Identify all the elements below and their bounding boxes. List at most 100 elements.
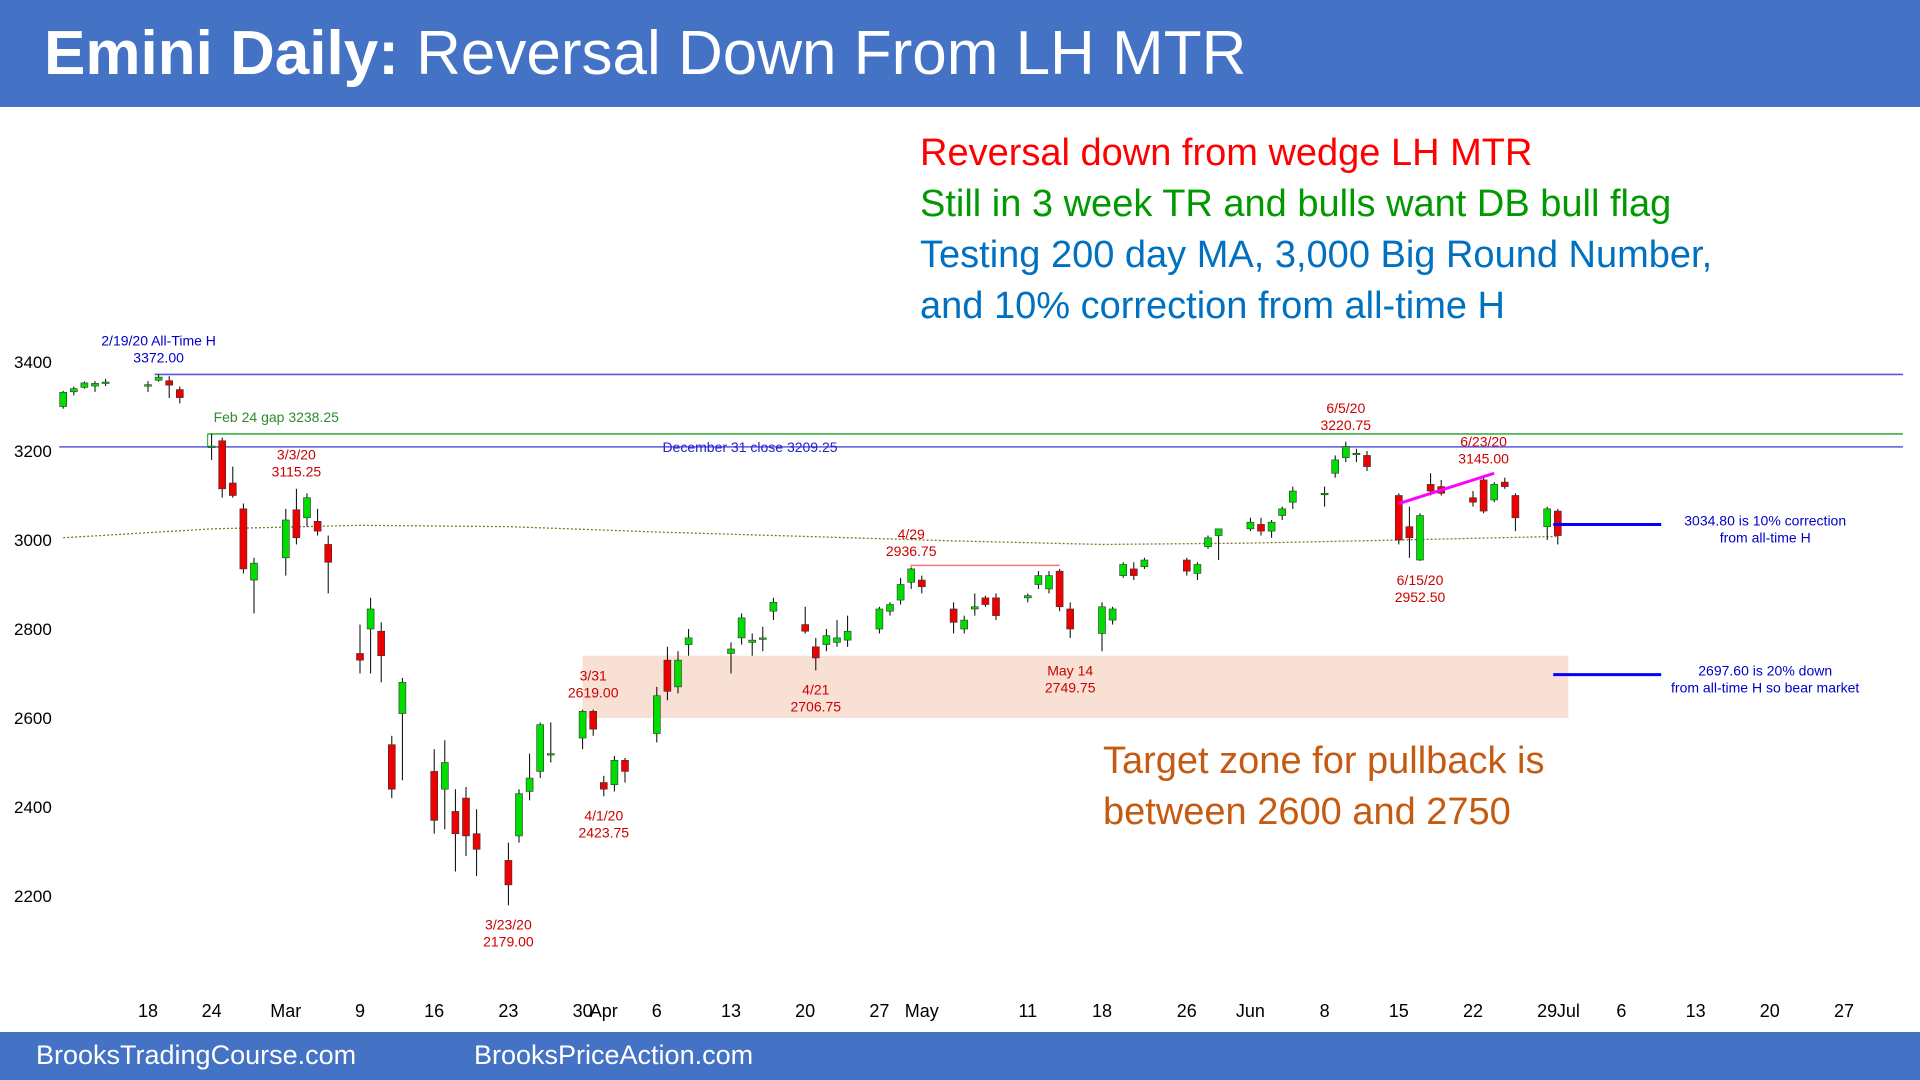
swing-point-label: 6/23/20 (1460, 433, 1507, 449)
note-line-3: Testing 200 day MA, 3,000 Big Round Numb… (920, 234, 1713, 276)
candle-body (440, 762, 449, 790)
candle-body (536, 724, 545, 772)
candle-body (748, 639, 757, 643)
swing-point-label: 3/31 (580, 668, 607, 684)
candle-body (101, 381, 110, 384)
candle-body (1331, 459, 1339, 474)
x-tick-label: 13 (721, 1001, 741, 1021)
x-tick-label: 13 (1686, 1001, 1706, 1021)
candle-body (387, 744, 396, 790)
candle-body (1130, 568, 1138, 576)
note-line-4: and 10% correction from all-time H (920, 285, 1505, 327)
candle-body (801, 624, 810, 632)
moving-average-line (63, 524, 1558, 546)
footer-link-brookstradingcourse[interactable]: BrooksTradingCourse.com (36, 1040, 357, 1070)
swing-point-label: 3/3/20 (277, 447, 316, 463)
x-tick-label: 29 (1537, 1001, 1557, 1021)
candle-body (207, 445, 216, 448)
swing-point-label: 3/23/20 (485, 916, 532, 932)
candle-body (356, 653, 364, 661)
candle-body (1066, 608, 1074, 630)
candle-body (504, 860, 513, 886)
candle-body (1257, 524, 1265, 532)
candle-body (239, 508, 248, 570)
footer-link-brookspriceaction[interactable]: BrooksPriceAction.com (474, 1040, 754, 1070)
candle-body (525, 777, 534, 792)
swing-point-value: 2749.75 (1045, 679, 1096, 695)
resistance-line (910, 564, 1060, 572)
candle-body (663, 659, 672, 692)
y-tick-label: 3400 (14, 353, 52, 372)
candle-body (250, 562, 258, 581)
candle-body (599, 782, 608, 790)
candle-body (970, 606, 979, 610)
candle-body (1183, 559, 1191, 572)
x-tick-label: 8 (1320, 1001, 1330, 1021)
candle-body (59, 391, 68, 407)
candle-body (811, 646, 820, 659)
x-tick-label: 26 (1177, 1001, 1197, 1021)
swing-point-label: 4/29 (898, 526, 925, 542)
candle-body (843, 630, 852, 641)
candle-body (1024, 595, 1032, 599)
candle-body (292, 509, 301, 539)
candle-body (917, 579, 926, 588)
candle-body (992, 597, 1000, 616)
candle-body (758, 637, 767, 640)
target-zone-band (582, 655, 1569, 718)
candle-body (1501, 481, 1509, 487)
swing-point-value: 2706.75 (790, 698, 841, 714)
candle-body (1214, 528, 1223, 536)
candle-body (981, 597, 990, 605)
candle-body (875, 608, 884, 630)
candle-body (907, 568, 916, 583)
x-tick-label: 30 (573, 1001, 593, 1021)
commentary-notes: Reversal down from wedge LH MTR Still in… (920, 128, 1712, 332)
candle-body (652, 695, 661, 734)
candle-body (70, 388, 78, 393)
candle-body (1045, 575, 1053, 590)
candle-body (377, 630, 386, 656)
x-tick-label: 18 (1092, 1001, 1112, 1021)
y-tick-label: 3000 (14, 531, 52, 550)
candle-body (398, 682, 407, 714)
candle-body (80, 382, 89, 388)
swing-point-value: 2179.00 (483, 933, 534, 949)
candle-body (1426, 484, 1435, 492)
y-tick-label: 2200 (14, 887, 52, 906)
candle-body (1108, 608, 1117, 621)
candle-body (1055, 570, 1064, 608)
candle-body (91, 383, 99, 387)
x-tick-label: Jun (1236, 1001, 1265, 1021)
candle-body (1289, 490, 1297, 503)
target-level-label: from all-time H (1720, 530, 1811, 546)
target-note-line-1: Target zone for pullback is (1103, 740, 1545, 782)
candle-body (960, 619, 969, 630)
candle-body (684, 637, 693, 645)
x-tick-label: Apr (590, 1001, 618, 1021)
target-level-label: from all-time H so bear market (1671, 680, 1859, 696)
december-close-label: December 31 close 3209.25 (662, 439, 837, 455)
candle-body (1405, 526, 1414, 539)
candle-body (1352, 452, 1361, 456)
candle-body (674, 659, 682, 688)
candle-body (1193, 564, 1202, 574)
target-note-line-2: between 2600 and 2750 (1103, 791, 1511, 833)
y-tick-label: 3200 (14, 442, 52, 461)
candle-body (1469, 497, 1477, 503)
candle-body (472, 833, 481, 850)
candle-body (727, 648, 735, 654)
candle-body (546, 753, 555, 756)
candle-body (430, 771, 439, 821)
candle-body (303, 497, 311, 519)
candle-body (621, 759, 629, 772)
candle-body (1395, 495, 1403, 541)
title-rest: Reversal Down From LH MTR (398, 19, 1247, 88)
price-chart: 2200 2400 2600 2800 3000 3200 3400 18 24 Mar 9 16 23… (14, 332, 1903, 1021)
candle-body (833, 637, 841, 643)
y-tick-label: 2600 (14, 709, 52, 728)
candle-body (515, 793, 523, 837)
x-tick-label: 15 (1389, 1001, 1409, 1021)
x-tick-label: 27 (1834, 1001, 1854, 1021)
note-line-2: Still in 3 week TR and bulls want DB bul… (920, 183, 1672, 225)
